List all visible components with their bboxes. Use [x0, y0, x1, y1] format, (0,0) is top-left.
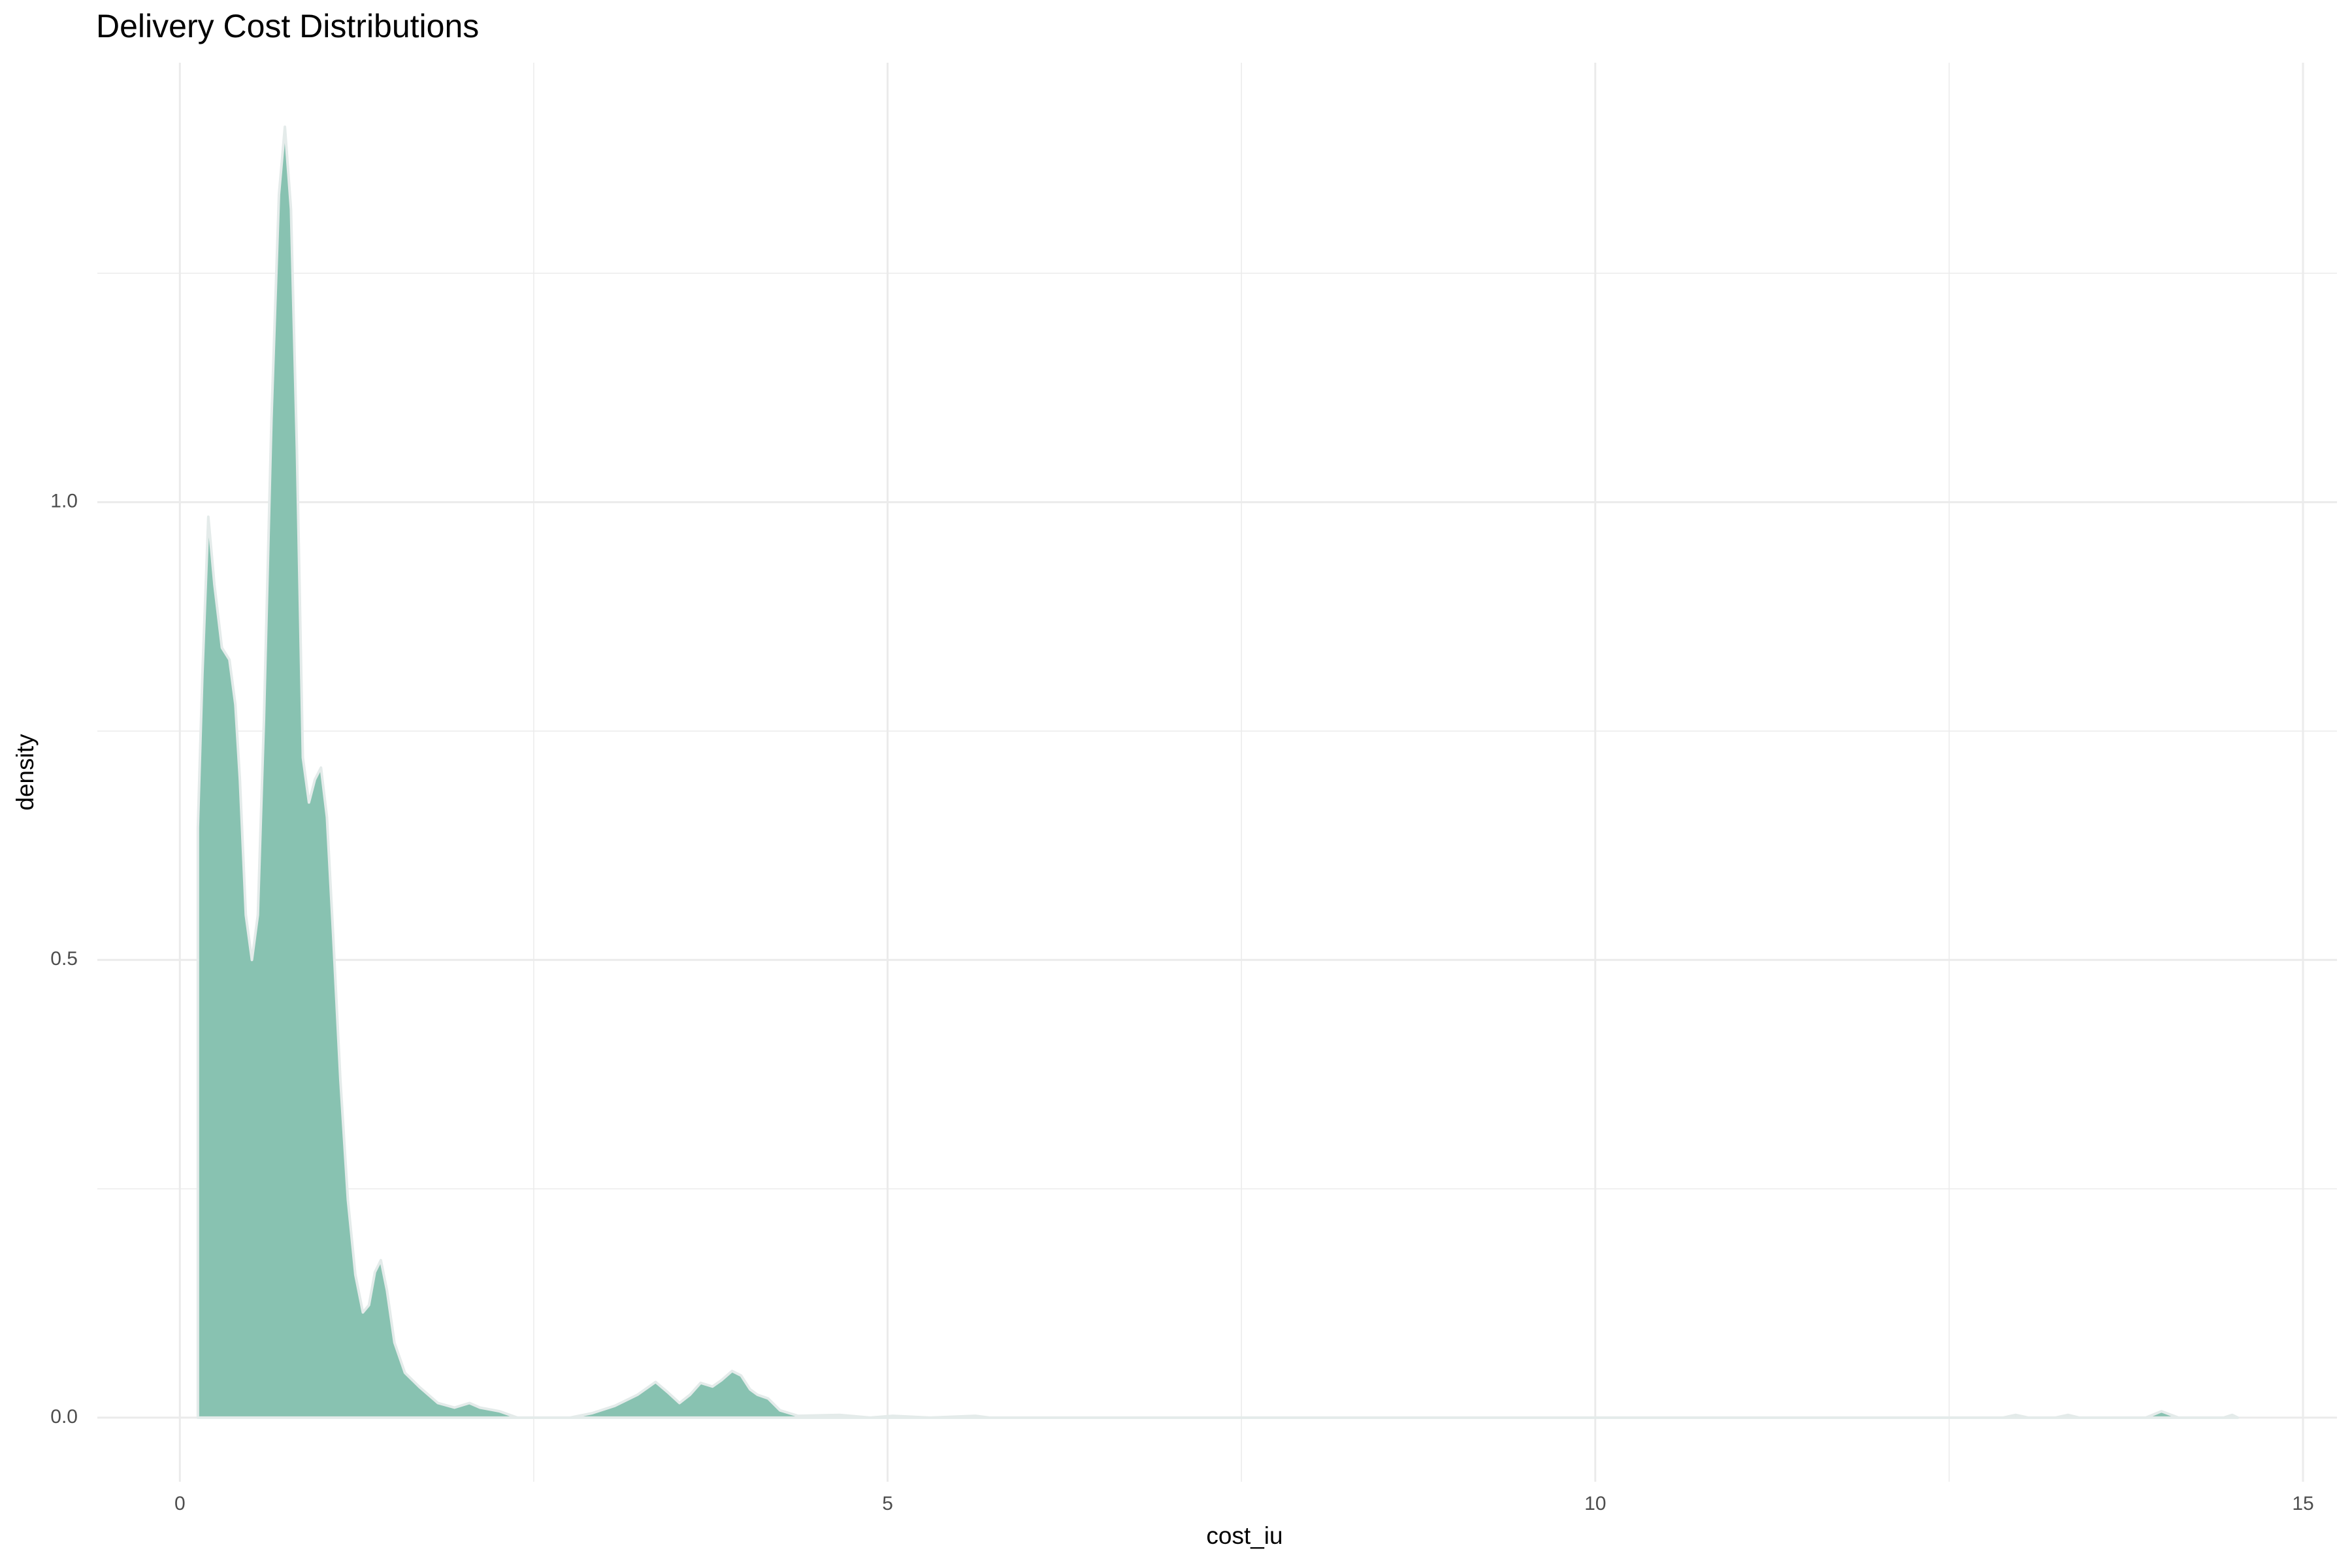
x-tick-label: 0	[174, 1493, 186, 1514]
y-tick-label: 0.5	[50, 948, 78, 970]
y-tick-label: 1.0	[50, 491, 78, 512]
density-area	[196, 125, 2240, 1419]
x-axis-title: cost_iu	[1206, 1522, 1282, 1549]
x-tick-label: 5	[882, 1493, 893, 1514]
y-axis-title: density	[12, 734, 39, 811]
x-tick-label: 15	[2292, 1493, 2313, 1514]
x-tick-label: 10	[1584, 1493, 1606, 1514]
y-tick-label: 0.0	[50, 1406, 78, 1428]
chart-title: Delivery Cost Distributions	[96, 8, 479, 44]
